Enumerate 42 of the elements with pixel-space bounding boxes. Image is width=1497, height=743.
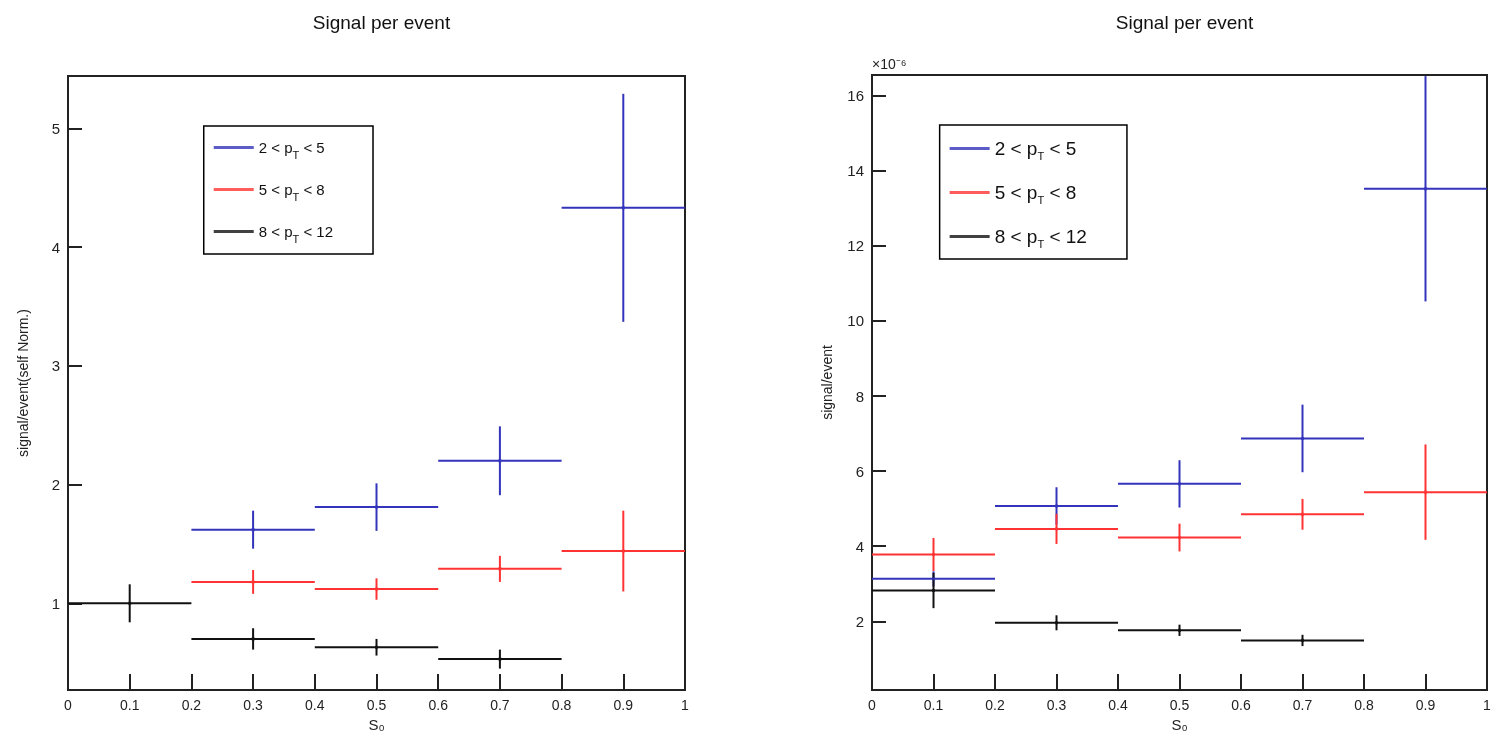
y-tick-label: 2 <box>51 476 60 494</box>
x-tick-label: 0.6 <box>1231 697 1251 713</box>
y-tick-label: 5 <box>51 119 60 137</box>
x-tick-label: 0.2 <box>985 697 1005 713</box>
x-tick-label: 0.3 <box>1046 697 1067 713</box>
y-tick-label: 4 <box>855 537 864 555</box>
y-axis-title: signal/event(self Norm.) <box>15 309 31 457</box>
chart-title: Signal per event <box>1115 12 1254 33</box>
y-tick-label: 1 <box>51 594 60 612</box>
x-tick-label: 0.7 <box>1292 697 1313 713</box>
y-tick-label: 14 <box>847 162 864 180</box>
x-tick-label: 0.8 <box>551 697 572 713</box>
x-tick-label: 0.9 <box>1415 697 1436 713</box>
y-tick-label: 3 <box>51 357 60 375</box>
x-tick-label: 0.5 <box>366 697 387 713</box>
y-tick-label: 12 <box>847 237 864 255</box>
x-tick-label: 0.1 <box>119 697 140 713</box>
y-tick-label: 16 <box>847 87 864 105</box>
y-tick-label: 2 <box>855 612 864 630</box>
x-tick-label: 0.7 <box>490 697 510 713</box>
chart-title: Signal per event <box>312 12 451 33</box>
x-tick-label: 0.9 <box>613 697 634 713</box>
y-axis-title: signal/event <box>819 345 835 420</box>
y-tick-label: 6 <box>855 462 864 480</box>
y-tick-label: 4 <box>51 238 60 256</box>
x-tick-label: 0.2 <box>181 697 202 713</box>
y-tick-label: 10 <box>847 312 864 330</box>
x-tick-label: 0.6 <box>428 697 449 713</box>
x-tick-label: 0 <box>868 697 877 713</box>
x-tick-label: 0.4 <box>1108 697 1128 713</box>
x-tick-label: 1 <box>681 697 690 713</box>
text: ×10⁻⁶ <box>872 56 907 72</box>
x-tick-label: 0.4 <box>305 697 325 713</box>
x-tick-label: 0.8 <box>1354 697 1374 713</box>
x-tick-label: 0.5 <box>1169 697 1190 713</box>
x-axis-title: S₀ <box>368 715 385 733</box>
x-tick-label: 0.3 <box>243 697 264 713</box>
x-tick-label: 0 <box>64 697 73 713</box>
x-axis-title: S₀ <box>1171 715 1188 733</box>
y-tick-label: 8 <box>855 387 864 405</box>
x-tick-label: 1 <box>1483 697 1492 713</box>
x-tick-label: 0.1 <box>923 697 944 713</box>
